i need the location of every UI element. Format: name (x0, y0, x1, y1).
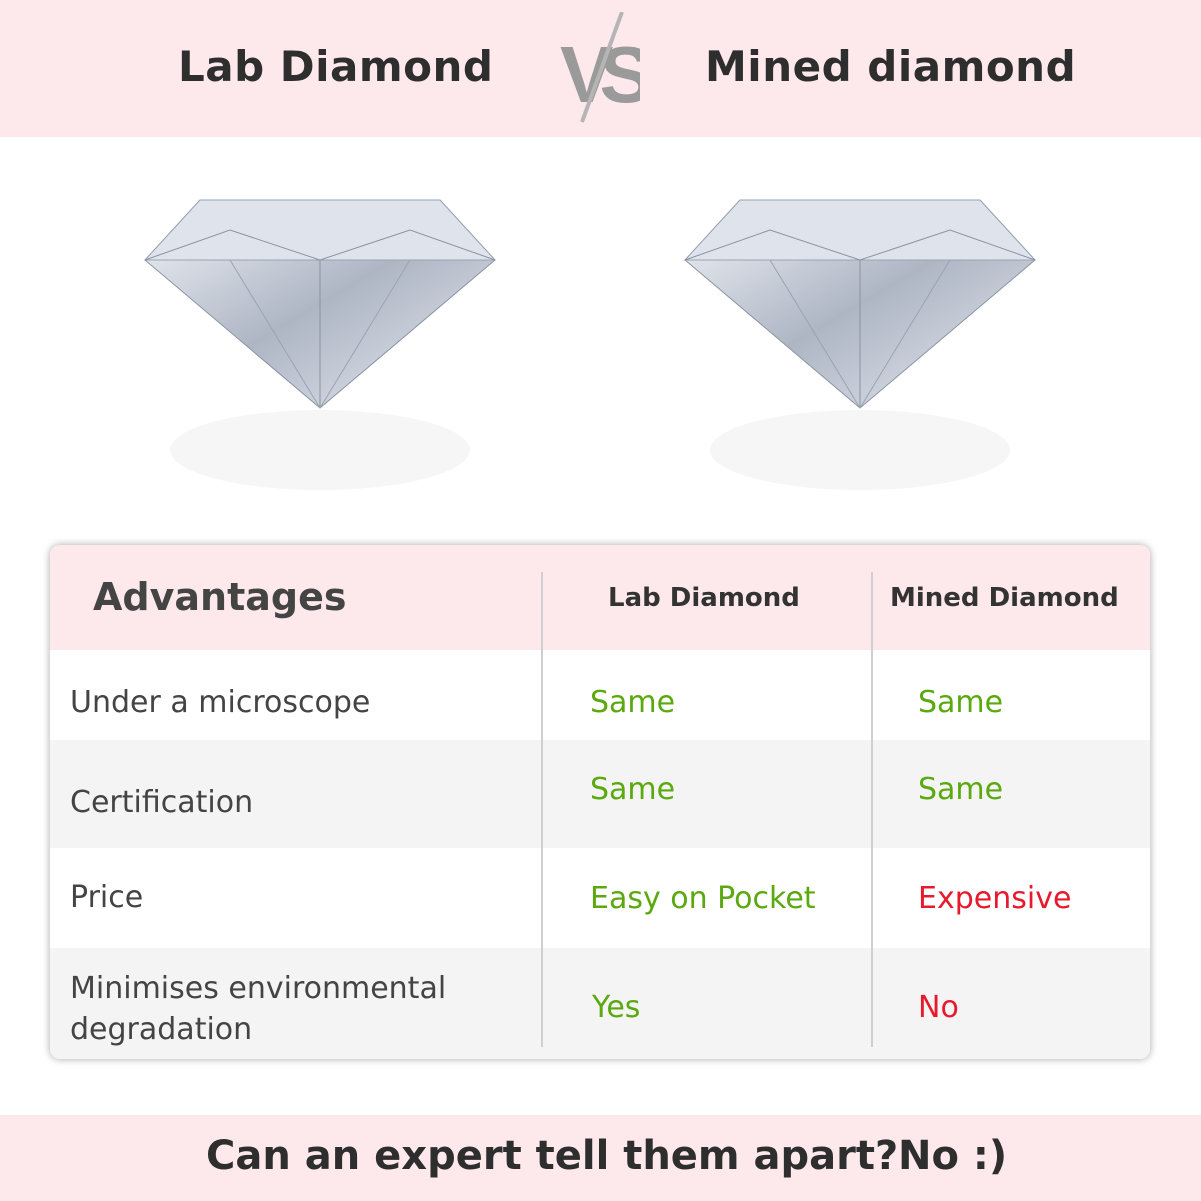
table-row: Under a microscope Same Same (50, 650, 1150, 740)
lab-value: Easy on Pocket (590, 881, 816, 916)
row-label: Price (70, 880, 144, 915)
header-banner: Lab Diamond VS Mined diamond (0, 0, 1201, 137)
mined-diamond-title: Mined diamond (705, 42, 1077, 91)
table-row: Minimises environmental degradation Yes … (50, 948, 1150, 1059)
row-label: Minimises environmental degradation (70, 971, 447, 1047)
table-header-row: Advantages Lab Diamond Mined Diamond (50, 545, 1150, 650)
lab-value: Same (590, 772, 676, 807)
lab-value: Same (590, 685, 676, 720)
column-divider (541, 572, 543, 1047)
mined-value: Same (918, 685, 1004, 720)
row-label: Under a microscope (70, 685, 371, 720)
footer-question: Can an expert tell them apart? (206, 1133, 899, 1179)
mined-value: No (918, 990, 959, 1025)
mined-value: Expensive (918, 881, 1072, 916)
table-row: Price Easy on Pocket Expensive (50, 848, 1150, 948)
footer-banner: Can an expert tell them apart? No :) (0, 1115, 1201, 1201)
vs-logo: VS (560, 12, 640, 123)
row-label: Certification (70, 785, 254, 820)
table-row: Certification Same Same (50, 740, 1150, 848)
lab-value: Yes (592, 990, 641, 1025)
lab-diamond-title: Lab Diamond (178, 42, 494, 91)
header-mined-diamond: Mined Diamond (890, 583, 1119, 613)
mined-diamond-image (683, 199, 1037, 490)
header-advantages: Advantages (93, 575, 347, 619)
mined-value: Same (918, 772, 1004, 807)
header-lab-diamond: Lab Diamond (608, 583, 800, 613)
comparison-table: Advantages Lab Diamond Mined Diamond Und… (50, 545, 1150, 1059)
column-divider (871, 572, 873, 1047)
footer-answer: No :) (898, 1133, 1008, 1179)
lab-diamond-image (143, 199, 497, 490)
